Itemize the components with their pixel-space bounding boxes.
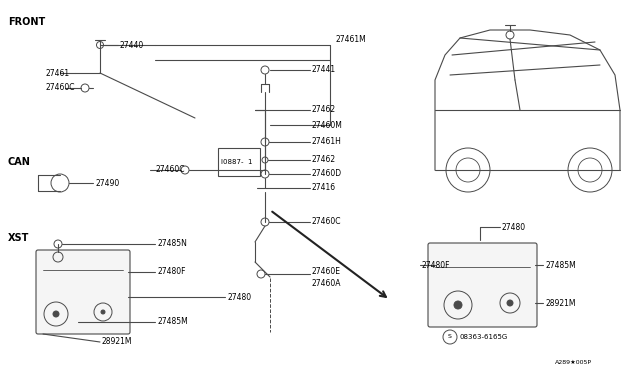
Text: CAN: CAN bbox=[8, 157, 31, 167]
Text: 27462: 27462 bbox=[312, 106, 336, 115]
Text: 27460D: 27460D bbox=[312, 170, 342, 179]
Text: 27460E: 27460E bbox=[312, 267, 341, 276]
Text: 27460A: 27460A bbox=[312, 279, 342, 289]
Text: 27480F: 27480F bbox=[157, 267, 186, 276]
Circle shape bbox=[53, 311, 59, 317]
Text: FRONT: FRONT bbox=[8, 17, 45, 27]
Text: 08363-6165G: 08363-6165G bbox=[459, 334, 508, 340]
Text: 27485M: 27485M bbox=[545, 260, 576, 269]
Text: 27460M: 27460M bbox=[312, 121, 343, 129]
Text: 27480: 27480 bbox=[502, 222, 526, 231]
Text: 27461H: 27461H bbox=[312, 138, 342, 147]
Text: 27490: 27490 bbox=[95, 179, 119, 187]
Text: 27461M: 27461M bbox=[335, 35, 365, 45]
FancyBboxPatch shape bbox=[36, 250, 130, 334]
Text: 27462: 27462 bbox=[312, 155, 336, 164]
Text: 27485M: 27485M bbox=[157, 317, 188, 327]
Text: S: S bbox=[448, 334, 452, 340]
Circle shape bbox=[101, 310, 105, 314]
Text: 27416: 27416 bbox=[312, 183, 336, 192]
Text: 27460C: 27460C bbox=[45, 83, 74, 93]
Text: I0887-  1: I0887- 1 bbox=[221, 159, 253, 165]
Text: 27460C: 27460C bbox=[312, 218, 342, 227]
Circle shape bbox=[454, 301, 462, 309]
Circle shape bbox=[507, 300, 513, 306]
Text: 27480: 27480 bbox=[227, 292, 251, 301]
Text: A289★005P: A289★005P bbox=[555, 359, 592, 365]
FancyBboxPatch shape bbox=[428, 243, 537, 327]
Text: 27485N: 27485N bbox=[157, 240, 187, 248]
Text: XST: XST bbox=[8, 233, 29, 243]
Text: 28921M: 28921M bbox=[102, 337, 132, 346]
Text: 27460C: 27460C bbox=[155, 166, 184, 174]
Text: 27440: 27440 bbox=[119, 41, 143, 49]
Text: 27461: 27461 bbox=[45, 68, 69, 77]
Text: 28921M: 28921M bbox=[545, 298, 575, 308]
Bar bbox=[218, 148, 260, 176]
Text: 27441: 27441 bbox=[312, 65, 336, 74]
Text: 27480F: 27480F bbox=[422, 260, 451, 269]
